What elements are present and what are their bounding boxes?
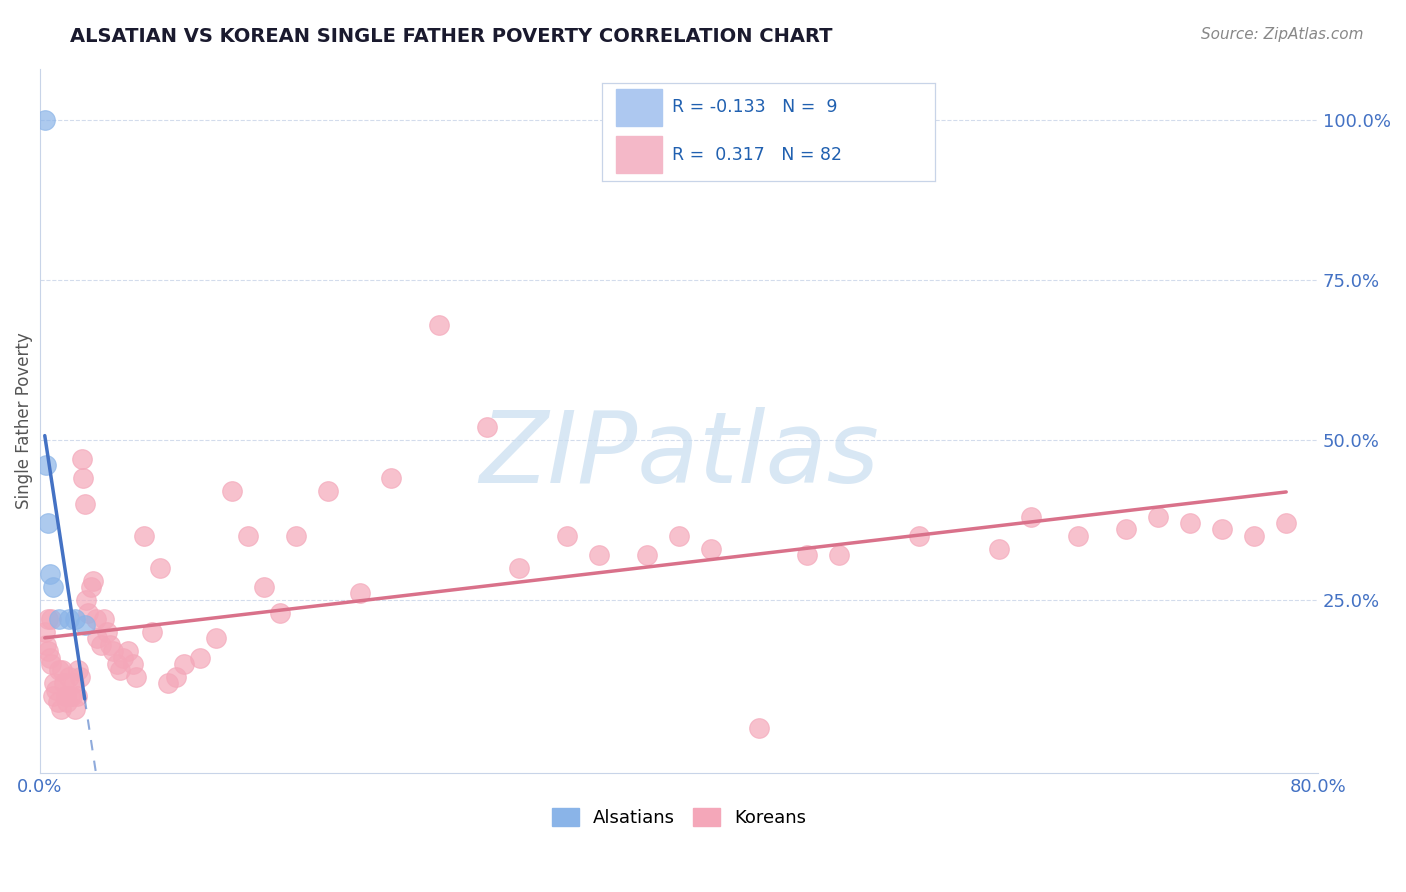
Point — [70, 452, 93, 467]
Point — [156, 676, 179, 690]
Point — [236, 529, 259, 543]
Point — [668, 529, 690, 543]
Point — [35, 458, 58, 473]
Point — [73, 497, 96, 511]
Point — [555, 529, 578, 543]
Point — [1115, 523, 1137, 537]
Point — [477, 420, 499, 434]
Point — [69, 670, 91, 684]
Point — [141, 624, 163, 639]
Point — [96, 624, 118, 639]
Point — [1180, 516, 1202, 530]
Point — [51, 663, 73, 677]
Point — [112, 650, 135, 665]
Point — [173, 657, 195, 671]
Point — [49, 702, 72, 716]
Point — [90, 638, 112, 652]
Point — [188, 650, 211, 665]
Point — [55, 689, 77, 703]
Point — [39, 657, 62, 671]
Point — [46, 695, 69, 709]
Point — [269, 606, 291, 620]
Point — [316, 484, 339, 499]
Point — [67, 663, 90, 677]
Point — [77, 606, 100, 620]
Point — [84, 612, 107, 626]
Point — [48, 612, 70, 626]
Point — [165, 670, 187, 684]
Point — [37, 612, 59, 626]
Point — [39, 612, 62, 626]
Point — [987, 541, 1010, 556]
Point — [748, 721, 770, 735]
Point — [48, 663, 70, 677]
Point — [508, 561, 530, 575]
Point — [125, 670, 148, 684]
Point — [1067, 529, 1090, 543]
Point — [253, 580, 276, 594]
Point — [62, 676, 84, 690]
Point — [45, 682, 67, 697]
Point — [204, 632, 226, 646]
Point — [34, 624, 56, 639]
Text: ZIPatlas: ZIPatlas — [479, 408, 879, 504]
Text: Source: ZipAtlas.com: Source: ZipAtlas.com — [1201, 27, 1364, 42]
Point — [93, 612, 115, 626]
Point — [38, 567, 60, 582]
Point — [59, 689, 82, 703]
Point — [1275, 516, 1298, 530]
Point — [58, 670, 80, 684]
Point — [149, 561, 172, 575]
Point — [35, 638, 58, 652]
Y-axis label: Single Father Poverty: Single Father Poverty — [15, 332, 32, 509]
Text: ALSATIAN VS KOREAN SINGLE FATHER POVERTY CORRELATION CHART: ALSATIAN VS KOREAN SINGLE FATHER POVERTY… — [70, 27, 832, 45]
Point — [56, 695, 79, 709]
Point — [105, 657, 128, 671]
Point — [37, 516, 59, 530]
Point — [284, 529, 307, 543]
Point — [828, 548, 851, 562]
Point — [63, 612, 86, 626]
Point — [72, 471, 94, 485]
Point — [34, 112, 56, 127]
Point — [1243, 529, 1265, 543]
Point — [42, 689, 65, 703]
Point — [37, 644, 59, 658]
Point — [82, 574, 104, 588]
Point — [108, 663, 131, 677]
Point — [73, 618, 96, 632]
Point — [349, 586, 371, 600]
Point — [66, 689, 89, 703]
Point — [58, 612, 80, 626]
Point — [429, 318, 451, 332]
Point — [42, 580, 65, 594]
Point — [796, 548, 818, 562]
Point — [132, 529, 155, 543]
Point — [121, 657, 143, 671]
Point — [636, 548, 658, 562]
Point — [1019, 509, 1042, 524]
Point — [52, 676, 75, 690]
Point — [221, 484, 243, 499]
Point — [80, 580, 103, 594]
Point — [1211, 523, 1233, 537]
Point — [60, 689, 83, 703]
Legend: Alsatians, Koreans: Alsatians, Koreans — [544, 800, 814, 834]
Point — [75, 593, 97, 607]
Point — [380, 471, 402, 485]
Point — [98, 638, 121, 652]
Point — [588, 548, 610, 562]
Point — [38, 650, 60, 665]
Point — [103, 644, 125, 658]
Point — [907, 529, 929, 543]
Point — [44, 676, 66, 690]
Point — [117, 644, 139, 658]
Point — [86, 632, 108, 646]
Point — [63, 702, 86, 716]
Point — [1147, 509, 1170, 524]
Point — [700, 541, 723, 556]
